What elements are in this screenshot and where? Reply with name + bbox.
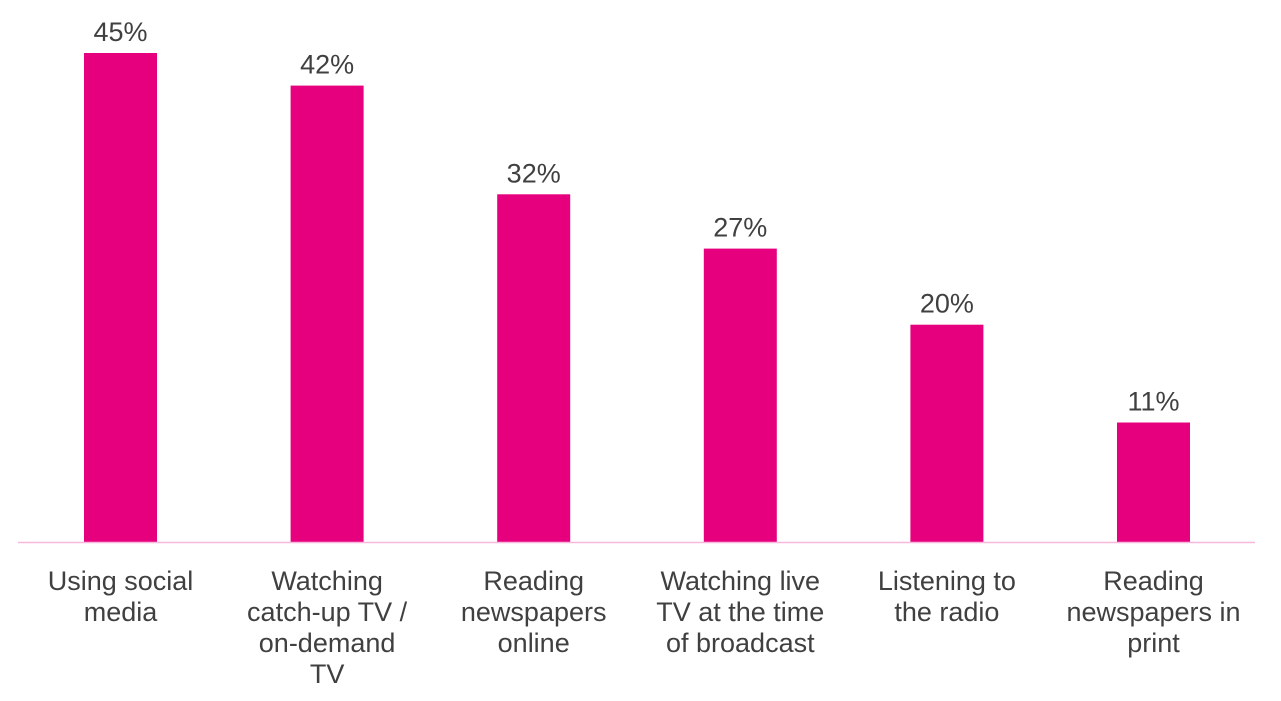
category-label-line: Using social	[48, 566, 194, 596]
category-label: Reading newspapers in print	[1066, 566, 1240, 658]
bar	[1117, 422, 1190, 542]
category-label-line: the radio	[894, 597, 999, 627]
bar	[497, 194, 571, 543]
category-label: Watching live TV at the time of broadcast	[656, 566, 824, 658]
value-labels-group: 45% 42% 32% 27% 20% 11%	[93, 17, 1179, 417]
category-label-line: Listening to	[878, 566, 1016, 596]
bar	[703, 248, 777, 542]
category-label-line: of broadcast	[666, 628, 815, 658]
category-label: Watching catch-up TV / on-demand TV	[247, 566, 408, 689]
category-label-line: newspapers in	[1066, 597, 1240, 627]
category-label-line: Watching	[271, 566, 383, 596]
category-label-line: Watching live	[661, 566, 821, 596]
category-label: Listening to the radio	[878, 566, 1016, 627]
bar-value-label: 32%	[507, 158, 561, 188]
bar-value-label: 20%	[920, 289, 974, 319]
category-label: Reading newspapers online	[461, 566, 607, 658]
category-label-line: catch-up TV /	[247, 597, 408, 627]
bar	[84, 53, 157, 542]
bar	[290, 85, 364, 542]
category-label-line: Reading	[483, 566, 584, 596]
category-label-line: online	[498, 628, 570, 658]
category-label-line: on-demand	[259, 628, 396, 658]
bars-group	[84, 53, 1190, 543]
category-label-line: print	[1127, 628, 1180, 658]
category-label-line: TV at the time	[656, 597, 824, 627]
bar-value-label: 27%	[713, 213, 767, 243]
bar-value-label: 42%	[300, 50, 354, 80]
category-label: Using social media	[48, 566, 194, 627]
category-label-line: TV	[310, 659, 345, 689]
bar	[910, 324, 984, 542]
category-label-line: media	[84, 597, 159, 627]
bar-value-label: 45%	[93, 17, 147, 47]
category-label-line: Reading	[1103, 566, 1204, 596]
bar-value-label: 11%	[1127, 387, 1179, 417]
category-label-line: newspapers	[461, 597, 607, 627]
